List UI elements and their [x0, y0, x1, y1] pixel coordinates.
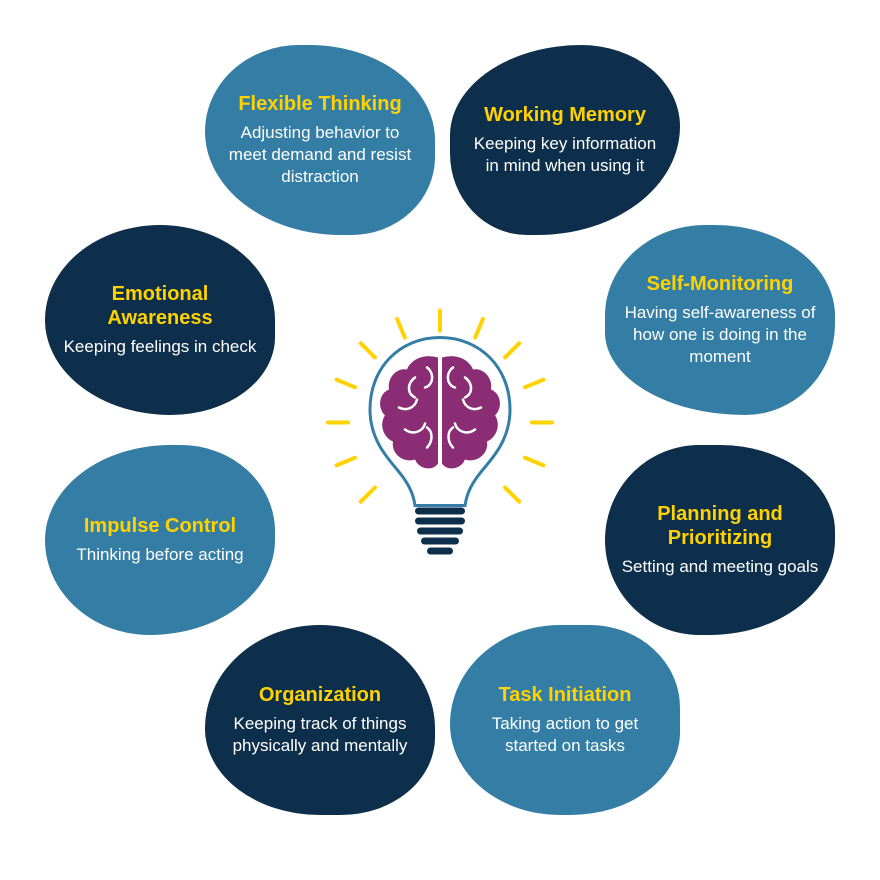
petal-desc: Having self-awareness of how one is doin… — [621, 302, 819, 368]
center-brain-lightbulb-icon — [315, 308, 565, 573]
petal-working-memory: Working Memory Keeping key information i… — [450, 45, 680, 235]
petal-flexible-thinking: Flexible Thinking Adjusting behavior to … — [205, 45, 435, 235]
petal-desc: Taking action to get started on tasks — [466, 713, 664, 757]
petal-desc: Keeping key information in mind when usi… — [466, 133, 664, 177]
petal-impulse-control: Impulse Control Thinking before acting — [45, 445, 275, 635]
petal-title: Organization — [259, 683, 381, 707]
petal-title: Emotional Awareness — [61, 282, 259, 330]
petal-emotional-awareness: Emotional Awareness Keeping feelings in … — [45, 225, 275, 415]
petal-desc: Keeping track of things physically and m… — [221, 713, 419, 757]
petal-organization: Organization Keeping track of things phy… — [205, 625, 435, 815]
petal-title: Planning and Prioritizing — [621, 502, 819, 550]
petal-title: Impulse Control — [84, 514, 236, 538]
petal-title: Working Memory — [484, 103, 646, 127]
petal-desc: Thinking before acting — [76, 544, 243, 566]
radial-diagram: Working Memory Keeping key information i… — [0, 0, 880, 880]
brain-lightbulb-icon — [315, 308, 565, 568]
petal-title: Self-Monitoring — [647, 272, 794, 296]
petal-planning-prioritizing: Planning and Prioritizing Setting and me… — [605, 445, 835, 635]
petal-title: Task Initiation — [499, 683, 632, 707]
petal-desc: Setting and meeting goals — [622, 556, 819, 578]
petal-desc: Adjusting behavior to meet demand and re… — [221, 122, 419, 188]
petal-title: Flexible Thinking — [238, 92, 401, 116]
petal-self-monitoring: Self-Monitoring Having self-awareness of… — [605, 225, 835, 415]
petal-desc: Keeping feelings in check — [64, 336, 257, 358]
petal-task-initiation: Task Initiation Taking action to get sta… — [450, 625, 680, 815]
